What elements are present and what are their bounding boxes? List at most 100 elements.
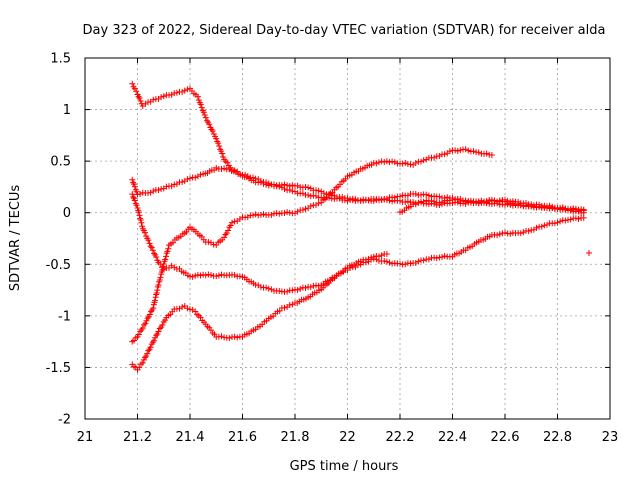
data-point [244, 214, 251, 221]
data-point [381, 158, 388, 165]
data-point [209, 127, 216, 134]
data-point [140, 356, 147, 363]
data-point [155, 187, 162, 194]
data-point [206, 121, 213, 128]
data-point [373, 160, 380, 167]
data-point [210, 241, 217, 248]
data-point [538, 223, 545, 230]
data-point [133, 88, 140, 95]
data-point [488, 151, 495, 158]
data-point [213, 135, 220, 142]
data-point [150, 188, 157, 195]
data-point [148, 308, 154, 315]
data-point [344, 195, 351, 202]
data-point [544, 221, 550, 228]
data-point [229, 219, 235, 226]
data-point [586, 249, 592, 256]
data-point [415, 258, 422, 265]
data-point [386, 259, 393, 266]
y-tick-label: -1 [58, 309, 71, 324]
x-axis-label: GPS time / hours [290, 459, 399, 474]
data-point [572, 205, 579, 212]
x-ticks: 21 21.2 21.4 21.6 21.8 22 22.2 22.4 22.6 22.8 23 [77, 58, 619, 445]
data-point [222, 231, 229, 238]
data-point [402, 261, 409, 268]
data-point [286, 183, 293, 190]
data-point [420, 198, 427, 205]
x-tick-label: 23 [602, 430, 619, 445]
data-point [168, 91, 175, 98]
data-point [360, 197, 367, 204]
data-point [302, 284, 309, 291]
data-point [163, 183, 170, 190]
data-point [200, 109, 207, 116]
data-point [454, 148, 461, 155]
data-point [219, 150, 226, 157]
data-point [146, 240, 153, 247]
data-point [215, 333, 222, 340]
data-point [144, 350, 151, 357]
data-point [281, 210, 288, 217]
data-point [284, 182, 291, 189]
data-point [137, 217, 144, 224]
data-point [218, 166, 225, 173]
data-point [208, 126, 215, 133]
data-point [153, 332, 160, 339]
data-point [155, 328, 162, 335]
data-point [425, 198, 432, 205]
data-point [378, 196, 385, 203]
data-point [383, 158, 390, 165]
data-point [260, 211, 267, 218]
data-point [415, 199, 422, 206]
data-point [475, 200, 482, 207]
data-point [130, 193, 137, 200]
data-point [265, 182, 272, 189]
data-point [305, 184, 312, 191]
data-point [517, 230, 524, 237]
data-point [225, 227, 232, 234]
data-point [160, 263, 167, 270]
data-point [515, 198, 522, 205]
data-point [580, 206, 587, 213]
data-point [139, 325, 146, 332]
data-point [133, 188, 140, 195]
data-point [536, 201, 543, 208]
data-point [439, 254, 445, 261]
data-point [223, 230, 230, 237]
data-point [397, 260, 403, 267]
data-point [271, 181, 277, 188]
data-point [289, 188, 296, 195]
data-point [189, 273, 196, 280]
data-point [263, 181, 270, 188]
x-tick-label: 22.4 [438, 430, 467, 445]
data-point [397, 193, 403, 200]
x-tick-label: 21.6 [228, 430, 257, 445]
y-tick-label: 1 [63, 103, 71, 118]
data-point [391, 159, 398, 166]
data-point [137, 328, 144, 335]
data-point [218, 271, 225, 278]
data-point [307, 203, 314, 210]
data-point [562, 217, 569, 224]
data-point [129, 176, 136, 183]
data-point [315, 187, 322, 194]
data-point [194, 173, 201, 180]
data-point [470, 148, 477, 155]
x-tick-label: 22.6 [491, 430, 520, 445]
grid-lines [85, 58, 610, 419]
data-point [213, 273, 220, 280]
data-point [389, 158, 396, 165]
data-point [154, 287, 161, 294]
data-point [133, 202, 140, 209]
data-point [428, 197, 435, 204]
data-point [147, 344, 154, 351]
data-point [202, 114, 209, 121]
data-point [268, 211, 275, 218]
data-point [149, 247, 156, 254]
data-point [467, 199, 474, 206]
data-point [575, 215, 582, 222]
data-point [423, 191, 430, 198]
data-point [404, 198, 411, 205]
data-point [179, 303, 186, 310]
x-tick-label: 22.8 [543, 430, 572, 445]
